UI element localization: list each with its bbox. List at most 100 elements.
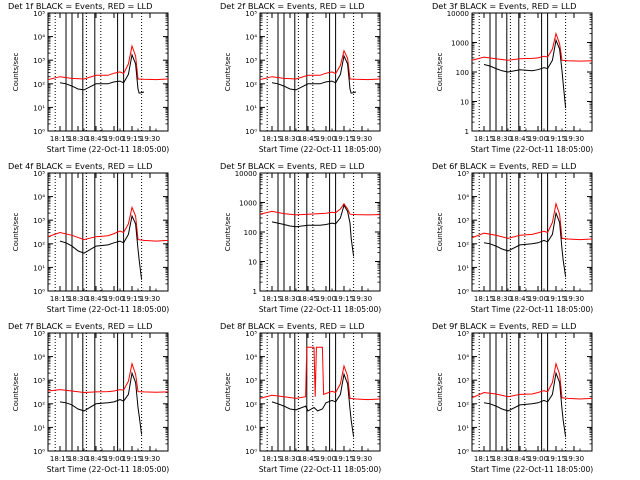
x-tick-label: 19:30 — [564, 455, 584, 463]
x-tick-label: 18:30 — [280, 295, 300, 303]
x-tick-label: 19:15 — [334, 295, 354, 303]
panel-title: Det 8f BLACK = Events, RED = LLD — [220, 321, 364, 331]
panel-title: Det 3f BLACK = Events, RED = LLD — [432, 1, 576, 11]
y-tick-label: 10¹ — [33, 104, 45, 112]
y-tick-label: 10⁴ — [457, 194, 469, 202]
x-tick-label: 19:00 — [528, 455, 548, 463]
plot-frame — [259, 12, 381, 132]
x-tick-label: 19:30 — [352, 295, 372, 303]
y-axis-label: Counts/sec — [436, 213, 444, 252]
x-tick-label: 19:30 — [352, 455, 372, 463]
y-tick-label: 10⁴ — [33, 354, 45, 362]
events-series-line — [483, 371, 567, 437]
x-tick-label: 18:15 — [50, 295, 70, 303]
panel-det-4: Det 4f BLACK = Events, RED = LLD Counts/s… — [8, 161, 169, 314]
y-tick-label: 10⁰ — [457, 288, 469, 296]
y-tick-label: 10² — [245, 401, 257, 409]
y-tick-label: 10¹ — [33, 264, 45, 272]
x-tick-label: 18:45 — [510, 135, 530, 143]
panel-title: Det 4f BLACK = Events, RED = LLD — [8, 161, 152, 171]
x-tick-label: 19:00 — [104, 135, 124, 143]
x-tick-label: 19:00 — [104, 295, 124, 303]
y-tick-label: 10² — [457, 401, 469, 409]
y-tick-label: 10⁰ — [33, 288, 45, 296]
y-tick-label: 10³ — [33, 377, 45, 385]
x-tick-label: 18:30 — [68, 135, 88, 143]
x-tick-label: 19:15 — [122, 135, 142, 143]
y-tick-label: 10¹ — [245, 424, 257, 432]
events-series-line — [59, 371, 143, 435]
panel-det-6: Det 6f BLACK = Events, RED = LLD Counts/s… — [432, 161, 593, 314]
y-tick-label: 10² — [33, 401, 45, 409]
x-tick-label: 18:15 — [262, 295, 282, 303]
panel-det-3: Det 3f BLACK = Events, RED = LLD Counts/s… — [432, 1, 593, 154]
panel-det-5: Det 5f BLACK = Events, RED = LLD Counts/s… — [220, 161, 381, 314]
y-tick-label: 10⁰ — [33, 448, 45, 456]
x-tick-label: 19:30 — [140, 455, 160, 463]
x-tick-label: 19:15 — [546, 455, 566, 463]
x-tick-label: 19:00 — [316, 135, 336, 143]
lld-series-line — [472, 361, 592, 400]
plot-frame — [259, 332, 381, 452]
x-tick-label: 19:15 — [122, 455, 142, 463]
events-series-line — [271, 204, 355, 257]
y-tick-label: 10⁵ — [457, 170, 469, 178]
y-axis-label: Counts/sec — [436, 373, 444, 412]
y-tick-label: 10⁰ — [457, 448, 469, 456]
y-tick-label: 10⁰ — [33, 128, 45, 136]
x-axis-label: Start Time (22-Oct-11 18:05:00) — [259, 305, 382, 314]
x-tick-label: 18:30 — [280, 135, 300, 143]
x-tick-label: 19:30 — [564, 135, 584, 143]
x-tick-label: 19:15 — [334, 455, 354, 463]
y-axis-label: Counts/sec — [12, 213, 20, 252]
x-tick-label: 18:45 — [86, 455, 106, 463]
x-tick-label: 18:45 — [298, 455, 318, 463]
x-axis-label: Start Time (22-Oct-11 18:05:00) — [47, 145, 170, 154]
y-tick-label: 10⁰ — [245, 128, 257, 136]
y-tick-label: 10000 — [235, 170, 257, 178]
y-tick-label: 10² — [33, 81, 45, 89]
x-tick-label: 18:30 — [492, 135, 512, 143]
panel-det-8: Det 8f BLACK = Events, RED = LLD Counts/s… — [220, 321, 381, 474]
y-axis-label: Counts/sec — [224, 53, 232, 92]
panel-title: Det 7f BLACK = Events, RED = LLD — [8, 321, 152, 331]
y-tick-label: 10 — [460, 99, 469, 107]
x-axis-label: Start Time (22-Oct-11 18:05:00) — [471, 145, 594, 154]
x-tick-label: 18:15 — [262, 455, 282, 463]
events-series-line — [483, 38, 567, 109]
y-tick-label: 10² — [33, 241, 45, 249]
y-tick-label: 10⁴ — [33, 194, 45, 202]
x-tick-label: 18:45 — [86, 295, 106, 303]
x-tick-label: 19:15 — [334, 135, 354, 143]
x-axis-label: Start Time (22-Oct-11 18:05:00) — [47, 465, 170, 474]
panel-det-7: Det 7f BLACK = Events, RED = LLD Counts/s… — [8, 321, 169, 474]
y-tick-label: 1 — [253, 288, 257, 296]
events-series-line — [271, 372, 355, 437]
x-tick-label: 18:45 — [298, 135, 318, 143]
y-tick-label: 10³ — [245, 377, 257, 385]
x-tick-label: 18:15 — [474, 455, 494, 463]
panel-det-9: Det 9f BLACK = Events, RED = LLD Counts/s… — [432, 321, 593, 474]
panel-det-2: Det 2f BLACK = Events, RED = LLD Counts/s… — [220, 1, 381, 154]
events-series-line — [271, 54, 357, 94]
x-axis-label: Start Time (22-Oct-11 18:05:00) — [471, 465, 594, 474]
x-tick-label: 19:30 — [564, 295, 584, 303]
panel-title: Det 6f BLACK = Events, RED = LLD — [432, 161, 576, 171]
x-tick-label: 19:30 — [140, 295, 160, 303]
y-tick-label: 10³ — [457, 377, 469, 385]
x-tick-label: 18:15 — [262, 135, 282, 143]
lld-series-line — [48, 361, 168, 394]
y-tick-label: 10000 — [447, 10, 469, 18]
y-tick-label: 10⁵ — [33, 10, 45, 18]
y-tick-label: 10⁰ — [245, 448, 257, 456]
y-axis-label: Counts/sec — [12, 53, 20, 92]
x-tick-label: 18:30 — [492, 295, 512, 303]
x-tick-label: 18:45 — [510, 455, 530, 463]
y-tick-label: 1000 — [239, 200, 257, 208]
panel-title: Det 2f BLACK = Events, RED = LLD — [220, 1, 364, 11]
lld-series-line — [472, 201, 592, 241]
y-tick-label: 10³ — [245, 57, 257, 65]
x-tick-label: 19:30 — [352, 135, 372, 143]
events-series-line — [59, 52, 145, 94]
y-tick-label: 10² — [245, 81, 257, 89]
